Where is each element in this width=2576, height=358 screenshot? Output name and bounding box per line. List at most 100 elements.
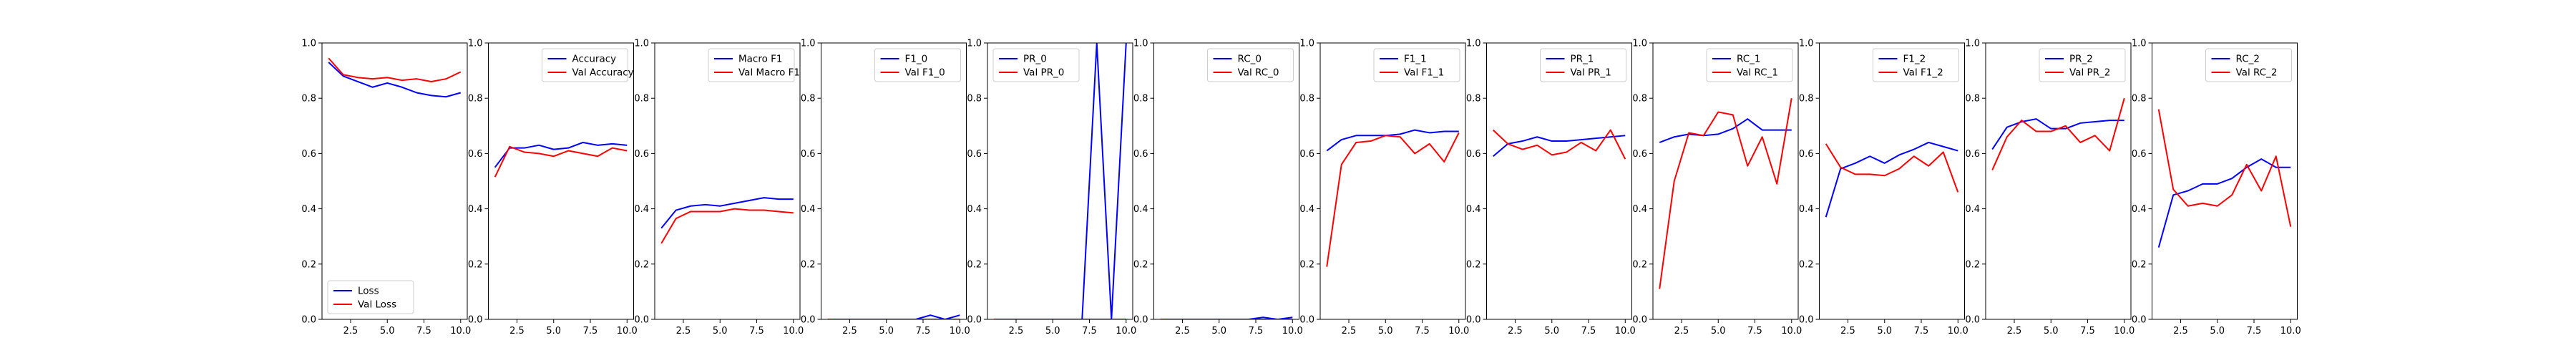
subplot-12: 0.0 0.2 0.4 0.6 0.8 1.0 2.5 5.0 7.5 10.0 RC_2 Val R… [2132, 39, 2301, 337]
legend: PR_0 Val PR_0 [992, 48, 1080, 82]
series-line-train [827, 314, 960, 319]
y-tick-label: 0.8 [1133, 94, 1148, 105]
y-tick-label: 1.0 [1299, 39, 1314, 49]
legend-label: Val PR_2 [2069, 67, 2110, 79]
legend-box [2039, 48, 2126, 82]
series-line-train [1493, 135, 1626, 158]
legend: RC_2 Val RC_2 [2205, 48, 2292, 82]
y-tick-label: 0.4 [1133, 204, 1148, 215]
legend-box [1706, 48, 1793, 82]
x-tick-label: 5.0 [1544, 326, 1559, 337]
y-tick-label: 1.0 [1466, 39, 1481, 49]
axes-frame [2152, 42, 2298, 320]
y-tick-label: 0.8 [301, 94, 316, 105]
series-group [1991, 97, 2125, 170]
y-tick-label: 0.2 [967, 259, 982, 270]
series-line-val [328, 57, 462, 83]
y-tick-label: 0.0 [634, 315, 649, 326]
series-group [994, 43, 1127, 319]
series-group [660, 197, 794, 244]
legend: PR_1 Val PR_1 [1540, 48, 1626, 82]
y-tick-label: 0.0 [468, 315, 483, 326]
series-line-train [2157, 158, 2291, 248]
x-tick-label: 5.0 [879, 326, 894, 337]
y-tick-label: 0.6 [801, 149, 816, 160]
series-group [2157, 109, 2292, 248]
y-tick-label: 0.6 [1965, 149, 1980, 160]
x-tick-label: 7.5 [2080, 326, 2095, 337]
legend-label: PR_0 [1023, 54, 1047, 65]
axes-frame [1319, 42, 1466, 320]
legend-label: RC_1 [1737, 54, 1760, 65]
y-tick-label: 0.4 [1965, 204, 1980, 215]
y-tick-label: 0.2 [1133, 259, 1148, 270]
legend-box [708, 48, 795, 82]
x-tick-label: 2.5 [2173, 326, 2188, 337]
x-tick-label: 2.5 [1342, 326, 1357, 337]
legend: F1_2 Val F1_2 [1873, 48, 1959, 82]
y-tick-label: 0.0 [1965, 315, 1980, 326]
axes-frame [987, 42, 1133, 320]
y-tick-label: 1.0 [801, 39, 816, 49]
legend-box [992, 48, 1080, 82]
axes-frame [654, 42, 801, 320]
x-tick-label: 10.0 [1615, 326, 1636, 337]
legend-box [1873, 48, 1959, 82]
subplot-3: 0.0 0.2 0.4 0.6 0.8 1.0 2.5 5.0 7.5 10.0 Macro F1 V… [634, 39, 804, 337]
x-tick-label: 10.0 [783, 326, 804, 337]
y-tick-label: 0.0 [1466, 315, 1481, 326]
y-tick-label: 0.6 [301, 149, 316, 160]
y-tick-label: 0.2 [634, 259, 649, 270]
legend-label: PR_1 [1571, 54, 1594, 65]
legend-label: RC_0 [1238, 54, 1262, 65]
y-tick-label: 0.4 [1799, 204, 1814, 215]
subplot-5: 0.0 0.2 0.4 0.6 0.8 1.0 2.5 5.0 7.5 10.0 PR_0 Val P… [967, 39, 1136, 337]
y-tick-label: 0.8 [801, 94, 816, 105]
y-tick-label: 0.8 [1799, 94, 1814, 105]
x-tick-label: 2.5 [842, 326, 857, 337]
y-tick-label: 0.4 [1466, 204, 1481, 215]
subplot-8: 0.0 0.2 0.4 0.6 0.8 1.0 2.5 5.0 7.5 10.0 PR_1 Val P… [1466, 39, 1636, 337]
series-group [1326, 129, 1460, 267]
x-tick-label: 7.5 [1914, 326, 1929, 337]
x-tick-label: 5.0 [546, 326, 561, 337]
legend-label: Val RC_0 [1238, 67, 1279, 79]
x-tick-label: 10.0 [950, 326, 970, 337]
legend-label: Val PR_1 [1571, 67, 1611, 79]
legend-box [2205, 48, 2292, 82]
y-tick-label: 1.0 [967, 39, 982, 49]
subplot-1: 0.0 0.2 0.4 0.6 0.8 1.0 2.5 5.0 7.5 10.0 Loss Val L… [301, 39, 471, 337]
x-tick-label: 2.5 [1674, 326, 1689, 337]
x-tick-label: 2.5 [343, 326, 358, 337]
x-tick-label: 10.0 [1948, 326, 1968, 337]
y-tick-label: 0.6 [1466, 149, 1481, 160]
legend-label: F1_1 [1404, 54, 1427, 65]
legend-label: Macro F1 [738, 54, 783, 65]
x-tick-label: 7.5 [416, 326, 431, 337]
y-tick-label: 0.6 [1133, 149, 1148, 160]
subplot-9: 0.0 0.2 0.4 0.6 0.8 1.0 2.5 5.0 7.5 10.0 RC_1 Val R… [1632, 39, 1802, 337]
x-tick-label: 10.0 [450, 326, 471, 337]
legend: Accuracy Val Accuracy [542, 48, 634, 82]
x-tick-label: 5.0 [2210, 326, 2225, 337]
legend: RC_0 Val RC_0 [1207, 48, 1294, 82]
series-line-train [660, 197, 794, 229]
x-tick-label: 2.5 [676, 326, 691, 337]
series-line-val [1326, 132, 1460, 267]
x-tick-label: 5.0 [1877, 326, 1892, 337]
y-tick-label: 0.8 [1466, 94, 1481, 105]
series-group [1659, 98, 1792, 289]
y-tick-label: 0.6 [2132, 149, 2147, 160]
y-tick-label: 0.2 [1632, 259, 1647, 270]
series-line-train [494, 141, 628, 168]
y-tick-label: 0.0 [1632, 315, 1647, 326]
axes-frame [1985, 42, 2132, 320]
y-tick-label: 0.2 [1299, 259, 1314, 270]
axes-frame [1153, 42, 1299, 320]
y-tick-label: 0.2 [468, 259, 483, 270]
y-tick-label: 0.4 [634, 204, 649, 215]
x-tick-label: 7.5 [1249, 326, 1264, 337]
y-tick-label: 0.4 [1299, 204, 1314, 215]
x-tick-label: 10.0 [617, 326, 638, 337]
y-tick-label: 0.2 [1799, 259, 1814, 270]
